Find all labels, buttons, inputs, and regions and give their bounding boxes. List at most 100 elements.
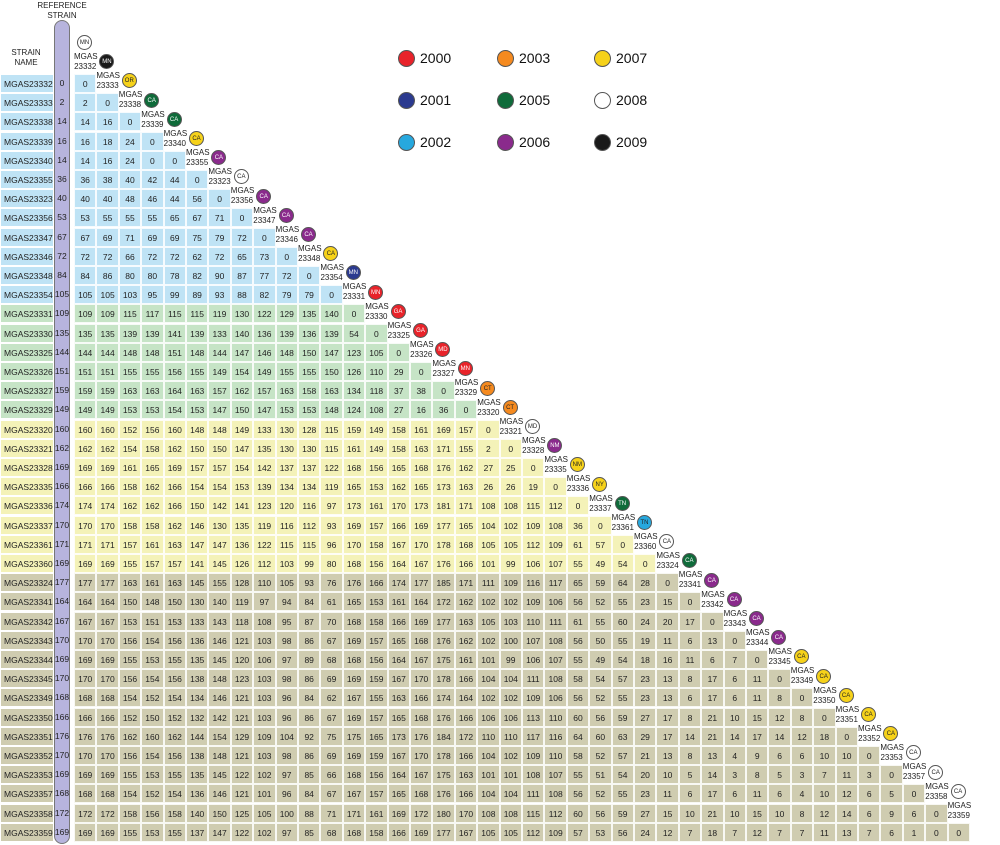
matrix-cell: 56 [566,784,590,804]
state-year-badge: CT [480,380,496,396]
matrix-cell: 168 [342,554,366,573]
matrix-cell: 140 [230,323,254,343]
matrix-cell: 159 [342,419,366,439]
matrix-cell: 158 [118,515,142,535]
matrix-cell: 166 [74,707,97,727]
reference-distance: 67 [57,231,67,242]
matrix-cell: 150 [320,362,343,381]
column-strain-label: MGAS 23341 [678,570,703,591]
matrix-cell: 143 [208,611,231,631]
matrix-cell: 166 [454,669,478,689]
matrix-cell: 169 [96,765,119,785]
matrix-cell: 7 [768,822,791,842]
matrix-cell: 112 [544,803,567,823]
matrix-cell: 54 [589,669,612,689]
matrix-cell: 116 [275,515,298,535]
matrix-cell: 120 [230,650,254,669]
matrix-cell: 167 [387,669,410,689]
state-year-badge: CA [144,92,160,108]
reference-distance: 160 [54,423,70,434]
matrix-cell: 169 [96,822,119,842]
matrix-cell: 69 [96,227,119,247]
matrix-cell: 141 [230,496,254,516]
reference-distance: 53 [57,212,67,223]
matrix-cell: 168 [342,611,366,631]
matrix-cell: 46 [141,189,164,209]
strain-row-label: MGAS23327 [0,381,54,401]
matrix-cell: 169 [96,650,119,669]
state-year-badge: CA [278,207,294,223]
matrix-cell: 0 [902,784,926,804]
matrix-cell: 103 [275,554,298,573]
matrix-cell: 56 [611,822,634,842]
matrix-cell: 10 [813,746,836,765]
matrix-cell: 106 [522,554,545,573]
state-year-badge: MN [457,361,473,377]
matrix-cell: 0 [634,554,657,573]
matrix-cell: 25 [499,458,522,477]
matrix-cell: 88 [230,285,254,305]
reference-distance: 0 [59,78,65,88]
matrix-cell: 17 [701,669,724,689]
matrix-cell: 101 [477,554,500,573]
matrix-cell: 154 [118,688,142,708]
matrix-cell: 103 [253,669,276,689]
matrix-cell: 0 [298,266,321,285]
strain-row-label: MGAS23330 [0,323,54,343]
matrix-cell: 109 [544,534,567,554]
matrix-cell: 156 [365,554,388,573]
matrix-cell: 56 [186,189,209,209]
matrix-cell: 117 [141,304,164,324]
matrix-cell: 161 [410,419,433,439]
matrix-cell: 158 [365,534,388,554]
strain-row-label: MGAS23346 [0,246,54,266]
matrix-cell: 158 [387,438,410,458]
matrix-cell: 167 [387,746,410,765]
matrix-cell: 176 [410,726,433,746]
matrix-cell: 14 [678,726,702,746]
matrix-cell: 10 [678,803,702,823]
strain-row-label: MGAS23329 [0,400,54,420]
column-strain-label: MGAS 23344 [746,628,770,648]
matrix-cell: 75 [320,726,343,746]
matrix-cell: 0 [835,726,858,746]
matrix-cell: 108 [477,803,500,823]
matrix-cell: 95 [141,285,164,305]
matrix-cell: 53 [74,208,97,228]
matrix-cell: 93 [208,285,231,305]
matrix-cell: 130 [298,438,321,458]
column-strain-label: MGAS 23357 [902,762,927,783]
matrix-cell: 167 [342,688,366,708]
matrix-cell: 168 [342,765,366,785]
matrix-cell: 92 [298,726,321,746]
matrix-cell: 13 [701,746,724,765]
matrix-cell: 161 [141,534,164,554]
matrix-cell: 107 [544,650,567,669]
matrix-cell: 158 [141,515,164,535]
matrix-cell: 103 [253,707,276,727]
matrix-cell: 130 [186,592,209,612]
matrix-cell: 70 [320,611,343,631]
matrix-cell: 0 [365,323,388,343]
matrix-cell: 166 [454,707,478,727]
matrix-cell: 104 [477,784,500,804]
matrix-cell: 16 [74,131,97,151]
legend-year-label: 2003 [519,50,551,66]
matrix-cell: 154 [141,669,164,689]
strain-row-label: MGAS23355 [0,170,54,189]
matrix-cell: 16 [410,400,433,420]
matrix-cell: 102 [253,822,276,842]
matrix-cell: 73 [253,246,276,266]
matrix-cell: 161 [365,803,388,823]
strain-row-label: MGAS23324 [0,573,54,593]
matrix-cell: 135 [186,765,209,785]
matrix-cell: 119 [253,515,276,535]
matrix-cell: 115 [522,496,545,516]
matrix-cell: 149 [365,419,388,439]
matrix-cell: 162 [387,477,410,497]
matrix-cell: 156 [163,746,186,765]
matrix-cell: 10 [835,746,858,765]
matrix-cell: 57 [611,746,634,765]
reference-distance: 144 [54,346,70,357]
matrix-cell: 164 [387,765,410,785]
